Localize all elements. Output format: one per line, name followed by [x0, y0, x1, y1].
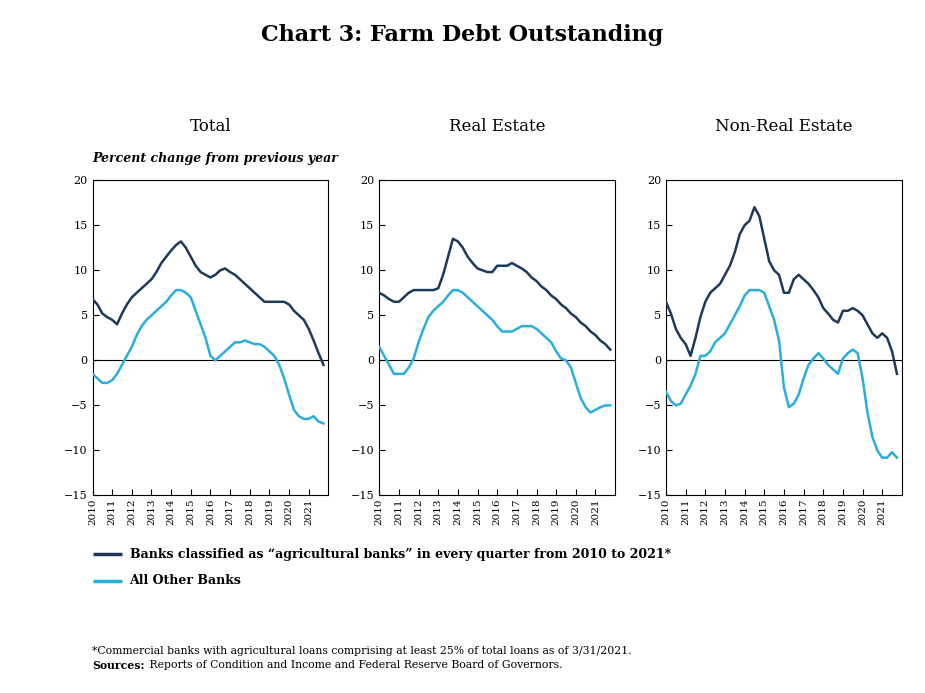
- Text: *Commercial banks with agricultural loans comprising at least 25% of total loans: *Commercial banks with agricultural loan…: [92, 646, 632, 656]
- Text: Sources:: Sources:: [92, 660, 145, 671]
- Text: Banks classified as “agricultural banks” in every quarter from 2010 to 2021*: Banks classified as “agricultural banks”…: [130, 548, 671, 561]
- Text: Total: Total: [190, 118, 231, 135]
- Text: Real Estate: Real Estate: [449, 118, 546, 135]
- Text: All Other Banks: All Other Banks: [130, 574, 241, 587]
- Text: Reports of Condition and Income and Federal Reserve Board of Governors.: Reports of Condition and Income and Fede…: [146, 660, 562, 669]
- Text: Percent change from previous year: Percent change from previous year: [92, 152, 339, 165]
- Text: Chart 3: Farm Debt Outstanding: Chart 3: Farm Debt Outstanding: [262, 24, 663, 46]
- Text: Non-Real Estate: Non-Real Estate: [715, 118, 853, 135]
